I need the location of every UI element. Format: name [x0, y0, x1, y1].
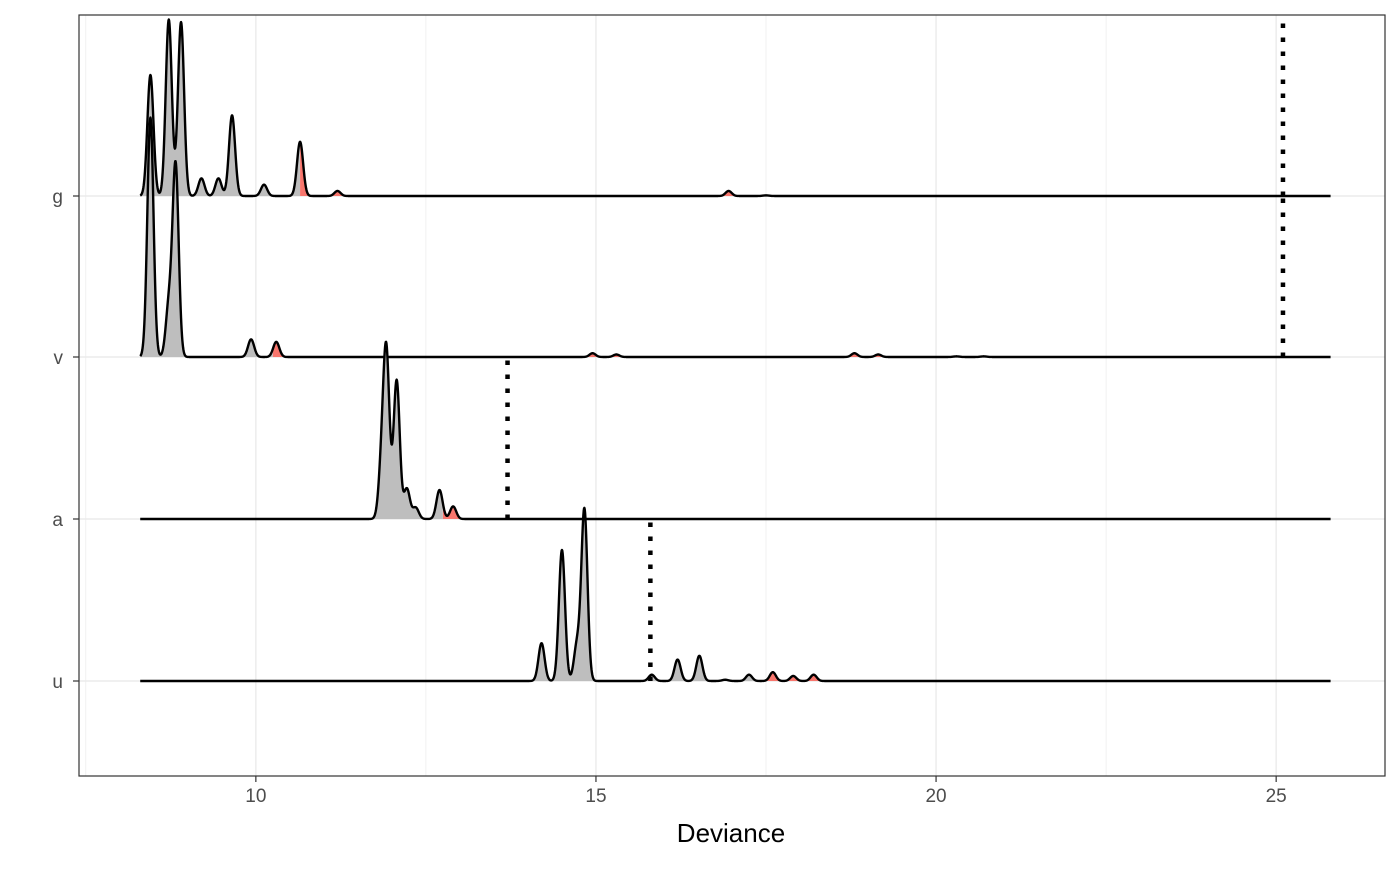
- ridge-v: [139, 116, 1332, 359]
- ridge-fill-main-v: [140, 117, 273, 357]
- x-tick-label: 20: [925, 786, 946, 807]
- ridge-line-a: [139, 340, 1332, 521]
- ridge-u: [139, 506, 1332, 683]
- ridge-fill-main-g: [140, 19, 301, 196]
- ridge-line-u: [139, 506, 1332, 683]
- x-tick-label: 25: [1266, 786, 1287, 807]
- ridge-layer: [139, 18, 1332, 683]
- y-tick-label-g: g: [52, 187, 63, 208]
- x-tick-label: 15: [585, 786, 606, 807]
- ridge-line-v: [139, 116, 1332, 359]
- ridge-fill-tail-u: [759, 672, 1331, 681]
- axis-layer: 10 15 20 25 u a v g: [52, 187, 1286, 807]
- ridge-a: [139, 340, 1332, 521]
- y-tick-label-a: a: [52, 510, 63, 531]
- threshold-layer: [505, 15, 1286, 681]
- ridge-line-g: [139, 18, 1332, 198]
- y-tick-label-v: v: [54, 348, 64, 369]
- ridge-g: [139, 18, 1332, 198]
- x-tick-label: 10: [245, 786, 266, 807]
- y-tick-label-u: u: [52, 672, 63, 693]
- panel-border: [78, 14, 1386, 777]
- x-axis-title: Deviance: [677, 818, 785, 848]
